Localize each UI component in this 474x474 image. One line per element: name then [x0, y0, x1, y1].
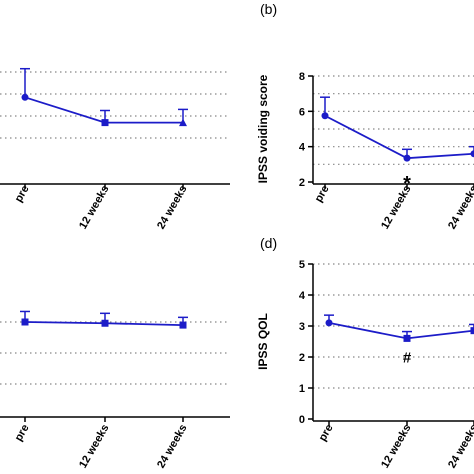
panel-b-significance-marker: *	[403, 173, 411, 195]
panel-b-series-line	[324, 114, 474, 160]
panel-d-point	[470, 327, 474, 335]
panel-a-x-tick-label: pre	[13, 184, 32, 205]
panel-d-point	[403, 334, 411, 342]
panel-d-y-tick-label: 0	[299, 414, 305, 426]
panel-a-point	[101, 119, 109, 127]
panel-d-y-tick-label: 2	[299, 352, 305, 364]
panel-c-point	[21, 318, 29, 326]
panel-b-point	[470, 150, 474, 158]
panel-b-x-tick-label: 24 weeks	[446, 184, 474, 232]
panel-d-y-axis-label: IPSS QOL	[256, 313, 270, 370]
panel-d-label: (d)	[260, 235, 277, 251]
panel-b-y-tick-label: 8	[299, 71, 305, 83]
panel-d-y-tick-label: 5	[299, 259, 305, 271]
panel-d-x-tick-label: 12 weeks	[379, 423, 414, 471]
panel-b-x-tick-label: pre	[313, 184, 332, 205]
panel-d-y-tick-label: 1	[299, 383, 305, 395]
panel-b-y-tick-label: 4	[299, 142, 306, 154]
panel-c-x-tick-label: pre	[13, 423, 32, 444]
panel-a-x-tick-label: 24 weeks	[155, 184, 190, 232]
panel-d-series-line	[328, 322, 474, 340]
panel-b-y-tick-label: 2	[299, 177, 305, 189]
panel-b-point	[403, 154, 411, 162]
panel-b-y-axis-label: IPSS voiding score	[256, 74, 270, 183]
panel-c-x-tick-label: 12 weeks	[77, 423, 112, 471]
panel-b-label: (b)	[260, 1, 277, 17]
panel-c-point	[101, 319, 109, 327]
panel-a-point	[21, 93, 29, 101]
panel-a-x-tick-label: 12 weeks	[77, 184, 112, 232]
panel-c-point	[179, 321, 187, 329]
panel-d-y-tick-label: 3	[299, 321, 305, 333]
panel-d-y-tick-label: 4	[299, 290, 306, 302]
panel-d-x-tick-label: pre	[317, 423, 336, 444]
panel-a-point	[179, 118, 187, 127]
panel-b-y-tick-label: 6	[299, 106, 305, 118]
panel-d-x-tick-label: 24 weeks	[446, 423, 474, 471]
panel-d-significance-marker: #	[403, 349, 412, 366]
panel-c-x-tick-label: 24 weeks	[155, 423, 190, 471]
panel-b-point	[321, 112, 329, 120]
panel-d-point	[325, 319, 333, 327]
